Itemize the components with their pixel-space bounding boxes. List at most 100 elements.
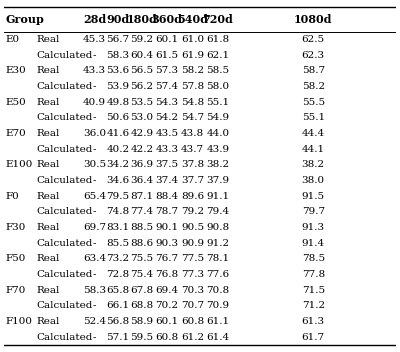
Text: Real: Real [36,254,60,263]
Text: 58.5: 58.5 [206,67,230,75]
Text: -: - [93,51,96,60]
Text: Calculated: Calculated [36,333,92,342]
Text: 56.2: 56.2 [130,82,154,91]
Text: 70.3: 70.3 [181,286,204,295]
Text: 360d: 360d [152,14,182,25]
Text: 44.1: 44.1 [302,145,325,154]
Text: 53.5: 53.5 [130,98,154,107]
Text: 36.4: 36.4 [130,176,154,185]
Text: 73.2: 73.2 [106,254,130,263]
Text: 75.5: 75.5 [130,254,154,263]
Text: 70.9: 70.9 [206,301,230,310]
Text: 65.4: 65.4 [83,192,106,201]
Text: 62.1: 62.1 [206,51,230,60]
Text: 76.8: 76.8 [156,270,179,279]
Text: Calculated: Calculated [36,239,92,248]
Text: 79.4: 79.4 [206,207,230,216]
Text: 37.8: 37.8 [181,161,204,169]
Text: 53.9: 53.9 [106,82,130,91]
Text: 54.9: 54.9 [206,113,230,122]
Text: 55.5: 55.5 [302,98,325,107]
Text: F100: F100 [6,317,33,326]
Text: 57.8: 57.8 [181,82,204,91]
Text: 58.3: 58.3 [83,286,106,295]
Text: Calculated: Calculated [36,301,92,310]
Text: 66.1: 66.1 [106,301,130,310]
Text: 43.5: 43.5 [156,129,179,138]
Text: 59.2: 59.2 [130,35,154,44]
Text: 180d: 180d [126,14,158,25]
Text: 58.2: 58.2 [181,67,204,75]
Text: 43.3: 43.3 [83,67,106,75]
Text: 55.1: 55.1 [302,113,325,122]
Text: 60.8: 60.8 [156,333,179,342]
Text: 79.7: 79.7 [302,207,325,216]
Text: -: - [93,239,96,248]
Text: 79.2: 79.2 [181,207,204,216]
Text: 43.7: 43.7 [181,145,204,154]
Text: 61.4: 61.4 [206,333,230,342]
Text: Calculated: Calculated [36,145,92,154]
Text: 38.0: 38.0 [302,176,325,185]
Text: 91.3: 91.3 [302,223,325,232]
Text: 91.2: 91.2 [206,239,230,248]
Text: 90.9: 90.9 [181,239,204,248]
Text: -: - [93,145,96,154]
Text: 78.5: 78.5 [302,254,325,263]
Text: Real: Real [36,35,60,44]
Text: -: - [93,301,96,310]
Text: 58.7: 58.7 [302,67,325,75]
Text: 56.7: 56.7 [106,35,130,44]
Text: F50: F50 [6,254,26,263]
Text: -: - [93,270,96,279]
Text: -: - [93,113,96,122]
Text: 54.7: 54.7 [181,113,204,122]
Text: 90d: 90d [106,14,130,25]
Text: 77.3: 77.3 [181,270,204,279]
Text: 34.6: 34.6 [106,176,130,185]
Text: 54.8: 54.8 [181,98,204,107]
Text: 83.1: 83.1 [106,223,130,232]
Text: 61.7: 61.7 [302,333,325,342]
Text: 91.4: 91.4 [302,239,325,248]
Text: 44.0: 44.0 [206,129,230,138]
Text: Real: Real [36,129,60,138]
Text: 58.0: 58.0 [206,82,230,91]
Text: 63.4: 63.4 [83,254,106,263]
Text: 69.4: 69.4 [156,286,179,295]
Text: 540d: 540d [177,14,208,25]
Text: 89.6: 89.6 [181,192,204,201]
Text: 40.9: 40.9 [83,98,106,107]
Text: Calculated: Calculated [36,176,92,185]
Text: Calculated: Calculated [36,113,92,122]
Text: 71.2: 71.2 [302,301,325,310]
Text: 56.5: 56.5 [130,67,154,75]
Text: 41.6: 41.6 [106,129,130,138]
Text: Real: Real [36,98,60,107]
Text: Calculated: Calculated [36,51,92,60]
Text: 61.3: 61.3 [302,317,325,326]
Text: 61.1: 61.1 [206,317,230,326]
Text: 85.5: 85.5 [106,239,130,248]
Text: 55.1: 55.1 [206,98,230,107]
Text: 57.3: 57.3 [156,67,179,75]
Text: 37.4: 37.4 [156,176,179,185]
Text: 61.9: 61.9 [181,51,204,60]
Text: F70: F70 [6,286,26,295]
Text: 60.1: 60.1 [156,317,179,326]
Text: 61.5: 61.5 [156,51,179,60]
Text: 49.8: 49.8 [106,98,130,107]
Text: 68.8: 68.8 [130,301,154,310]
Text: 58.2: 58.2 [302,82,325,91]
Text: E100: E100 [6,161,33,169]
Text: 71.5: 71.5 [302,286,325,295]
Text: 70.7: 70.7 [181,301,204,310]
Text: 88.5: 88.5 [130,223,154,232]
Text: 53.0: 53.0 [130,113,154,122]
Text: Calculated: Calculated [36,82,92,91]
Text: 65.8: 65.8 [106,286,130,295]
Text: 38.2: 38.2 [206,161,230,169]
Text: 70.8: 70.8 [206,286,230,295]
Text: 58.3: 58.3 [106,51,130,60]
Text: 67.8: 67.8 [130,286,154,295]
